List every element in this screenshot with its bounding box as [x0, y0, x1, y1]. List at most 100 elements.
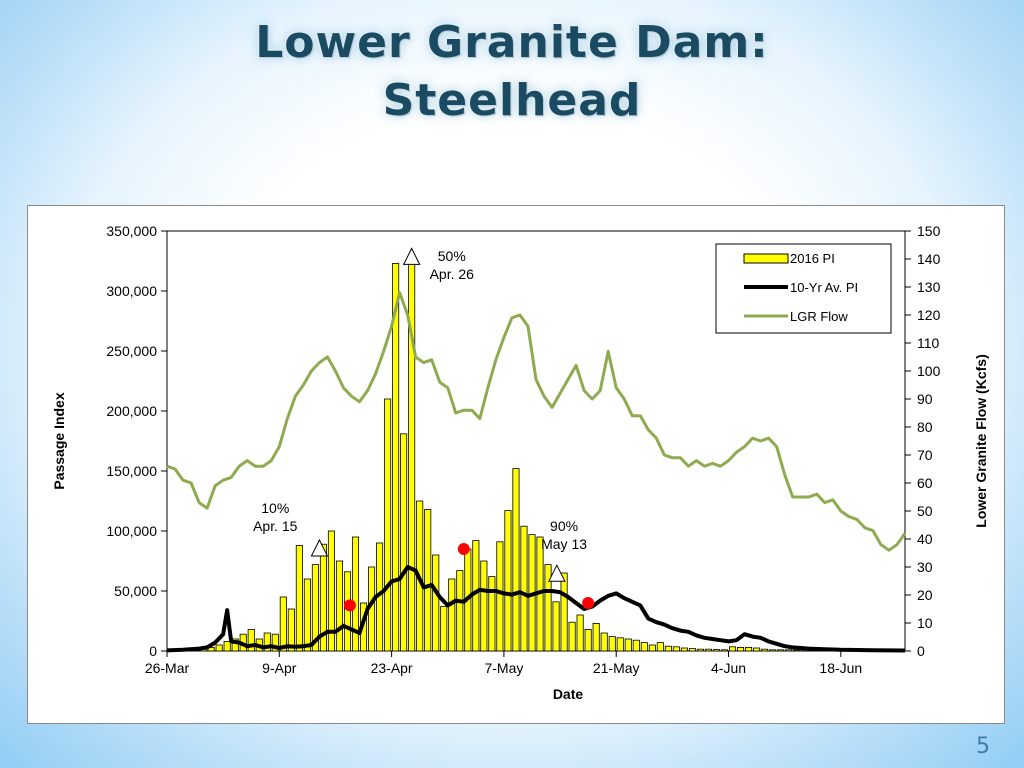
pi-bar: [656, 642, 664, 652]
pi-bar: [311, 564, 319, 652]
pi-bar: [496, 541, 504, 652]
pi-bar: [480, 560, 488, 652]
legend-label-2016-pi: 2016 PI: [790, 251, 835, 266]
pi-bar: [279, 596, 287, 652]
pi-bar: [761, 648, 769, 652]
passage-index-chart: 0 50,000 100,000 150,000 200,000 250,000 300,0…: [51, 223, 989, 702]
y-tick-label: 350,000: [106, 223, 157, 239]
y2-tick-label: 40: [917, 531, 933, 547]
slide-title: Lower Granite Dam: Steelhead: [0, 14, 1024, 130]
y-tick-label: 50,000: [114, 583, 157, 599]
pi-bar: [520, 525, 528, 652]
y2-tick-label: 100: [917, 363, 941, 379]
y2-tick-label: 20: [917, 587, 933, 603]
pi-bar: [688, 648, 696, 652]
pi-bar: [271, 633, 279, 652]
pi-bar: [335, 560, 343, 652]
y2-tick-label: 150: [917, 223, 941, 239]
pi-bar: [295, 544, 303, 652]
y2-tick-label: 50: [917, 503, 933, 519]
y-tick-label: 300,000: [106, 283, 157, 299]
title-line-1: Lower Granite Dam:: [255, 17, 769, 68]
x-tick-label: 18-Jun: [819, 660, 862, 676]
legend-label-lgr-flow: LGR Flow: [790, 309, 848, 324]
pi-bar: [287, 608, 295, 652]
legend-label-10yr-avg: 10-Yr Av. PI: [790, 280, 858, 295]
pi-bar: [680, 647, 688, 652]
pi-bar: [600, 632, 608, 652]
pi-bar: [303, 578, 311, 652]
annotation-date: May 13: [541, 536, 587, 552]
percentile-triangle-marker: [548, 564, 566, 582]
y2-tick-label: 80: [917, 419, 933, 435]
pi-bar: [785, 649, 793, 652]
annotation-layer: 10% Apr. 15 50% Apr. 26 90% May 13: [253, 248, 587, 552]
pi-bar: [648, 644, 656, 652]
pi-bar: [231, 638, 239, 652]
pi-bar: [777, 649, 785, 652]
annotation-percent: 90%: [550, 518, 578, 534]
pi-bar: [215, 644, 223, 652]
x-tick-label: 26-Mar: [145, 660, 190, 676]
x-tick-label: 23-Apr: [371, 660, 413, 676]
y2-tick-label: 120: [917, 307, 941, 323]
legend: 2016 PI 10-Yr Av. PI LGR Flow: [715, 243, 892, 334]
line-series: [166, 291, 907, 653]
y2-tick-label: 70: [917, 447, 933, 463]
pi-bar: [400, 433, 408, 652]
pi-bar: [456, 570, 464, 652]
y-tick-label: 100,000: [106, 523, 157, 539]
pi-bar: [408, 254, 416, 652]
marker-layer: [310, 247, 595, 612]
pi-bar: [753, 647, 761, 652]
pi-bar: [432, 554, 440, 652]
annotation-percent: 10%: [261, 500, 289, 516]
pi-bar: [488, 576, 496, 652]
pi-bar: [440, 606, 448, 652]
pi-bar: [223, 640, 231, 652]
pi-bar: [616, 637, 624, 652]
ten-year-average-line: [166, 565, 906, 653]
pi-bar: [624, 638, 632, 652]
pi-bar: [512, 468, 520, 652]
pi-bar: [504, 510, 512, 652]
pi-bar: [384, 398, 392, 652]
pi-bar: [568, 621, 576, 652]
annotation-percent: 50%: [438, 248, 466, 264]
y2-axis-label: Lower Granite Flow (Kcfs): [973, 354, 989, 527]
pi-bar: [263, 632, 271, 652]
y2-tick-label: 30: [917, 559, 933, 575]
title-line-2: Steelhead: [382, 75, 642, 126]
pi-bar: [343, 571, 352, 652]
pi-bar: [704, 648, 713, 652]
y-tick-label: 150,000: [106, 463, 157, 479]
pi-bar: [584, 628, 592, 652]
annotation-date: Apr. 15: [253, 518, 298, 534]
pi-bar: [664, 645, 672, 652]
pi-bar: [544, 564, 552, 652]
y2-tick-label: 90: [917, 391, 933, 407]
pi-bar: [351, 536, 360, 652]
y2-tick-label: 110: [917, 335, 940, 351]
pi-bar: [424, 508, 432, 652]
y2-tick-label: 10: [917, 615, 933, 631]
pi-bar: [640, 642, 648, 652]
chart-panel: 0 50,000 100,000 150,000 200,000 250,000 300,0…: [27, 205, 1005, 724]
annotation-date: Apr. 26: [430, 266, 475, 282]
pi-bar: [327, 530, 335, 652]
pi-bar: [793, 649, 801, 652]
x-axis-label: Date: [553, 686, 584, 702]
x-tick-label: 9-Apr: [262, 660, 297, 676]
pi-bar: [745, 646, 753, 652]
x-tick-label: 4-Jun: [711, 660, 746, 676]
pi-bar: [552, 601, 560, 652]
pi-bar: [729, 646, 737, 652]
y2-tick-label: 130: [917, 279, 941, 295]
y-tick-label: 200,000: [106, 403, 157, 419]
y-tick-label: 0: [149, 643, 157, 659]
y-tick-label: 250,000: [106, 343, 157, 359]
axes: 0 50,000 100,000 150,000 200,000 250,000 300,0…: [106, 223, 940, 676]
pi-bar: [576, 614, 584, 652]
pi-bar: [769, 649, 777, 652]
percentile-triangle-marker: [402, 247, 421, 265]
